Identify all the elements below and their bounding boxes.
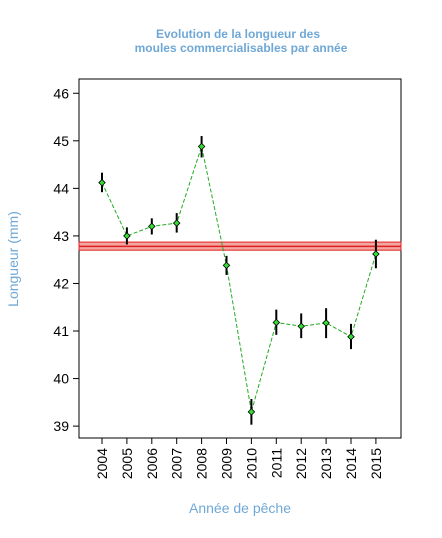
y-tick-label: 46 — [53, 85, 69, 101]
y-tick-label: 42 — [53, 275, 69, 291]
x-tick-label: 2015 — [368, 448, 384, 479]
y-tick-label: 45 — [53, 133, 69, 149]
x-tick-label: 2010 — [243, 448, 259, 479]
series-line — [101, 144, 377, 412]
x-tick-label: 2006 — [144, 448, 160, 479]
data-point — [247, 408, 256, 416]
x-tick-label: 2005 — [119, 448, 135, 479]
x-tick-label: 2012 — [293, 448, 309, 479]
x-tick-label: 2014 — [343, 448, 359, 479]
x-tick-label: 2013 — [318, 448, 334, 479]
x-axis-label: Année de pêche — [189, 500, 291, 516]
data-point — [172, 219, 181, 227]
y-axis-label: Longueur (mm) — [5, 211, 21, 307]
chart-title-line-2: moules commercialisables par année — [135, 41, 348, 55]
x-tick-label: 2007 — [169, 448, 185, 479]
data-point — [197, 142, 206, 151]
y-tick-label: 41 — [53, 323, 69, 339]
plot-area: 39 40 41 42 43 44 45 46 2004 2005 2006 2007 2008 2009… — [53, 78, 402, 479]
data-point — [148, 222, 156, 231]
data-point — [297, 322, 305, 331]
data-point — [123, 232, 131, 240]
x-tick-label: 2004 — [94, 448, 110, 479]
data-point — [322, 319, 330, 327]
x-tick-label: 2011 — [268, 448, 284, 478]
y-tick-label: 39 — [53, 418, 69, 434]
chart-title-line-1: Evolution de la longueur des — [156, 27, 320, 41]
data-point — [347, 332, 355, 341]
data-point — [222, 261, 231, 270]
x-tick-label: 2008 — [194, 448, 210, 479]
data-point — [372, 250, 380, 258]
y-tick-label: 40 — [53, 371, 69, 387]
y-tick-label: 43 — [53, 228, 69, 244]
plot-frame — [78, 78, 402, 439]
y-tick-label: 44 — [53, 180, 69, 196]
data-point — [98, 178, 106, 187]
data-point — [272, 318, 281, 327]
x-tick-label: 2009 — [219, 448, 235, 479]
